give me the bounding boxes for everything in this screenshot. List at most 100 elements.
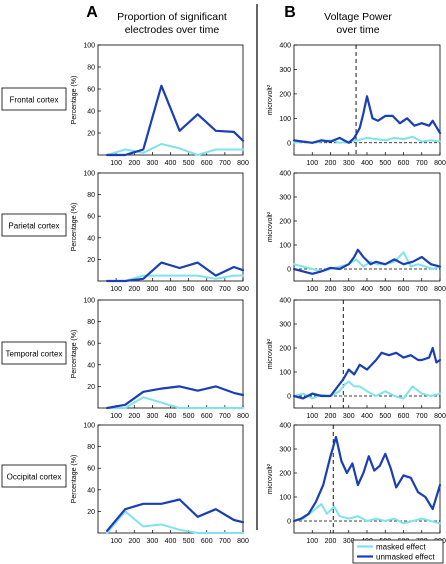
y-tick-label: 0	[287, 267, 291, 274]
x-tick-label: 100	[306, 160, 318, 167]
x-tick-label: 100	[306, 538, 318, 545]
x-tick-label: 800	[237, 286, 249, 293]
y-tick-label: 20	[87, 257, 95, 264]
x-tick-label: 200	[128, 538, 140, 545]
region-label-frontal: Frontal cortex	[1, 87, 67, 111]
panel-b-title-line-2: over time	[336, 24, 379, 36]
series-line-masked	[293, 503, 441, 525]
y-tick-label: 80	[87, 319, 95, 326]
series-line-masked	[106, 143, 244, 156]
y-tick-label: 0	[287, 519, 291, 526]
panel-b-title-line-1: Voltage Power	[324, 11, 392, 23]
x-tick-label: 700	[416, 160, 428, 167]
y-tick-label: 0	[287, 140, 291, 147]
x-tick-label: 600	[398, 413, 410, 420]
y-tick-label: 100	[83, 423, 95, 430]
x-tick-label: 800	[237, 160, 249, 167]
x-tick-label: 300	[343, 413, 355, 420]
legend: masked effect unmasked effect	[352, 539, 444, 564]
x-tick-label: 700	[219, 286, 231, 293]
y-axis-label: Percentage (%)	[71, 455, 78, 504]
x-tick-label: 200	[128, 286, 140, 293]
y-tick-label: 60	[87, 214, 95, 221]
x-tick-label: 300	[147, 160, 159, 167]
x-tick-label: 600	[398, 286, 410, 293]
chart-parietal-cortex-panel-b: 100 200 300 400 500 600 700 800 0 100 200 300 400 mic…	[267, 171, 446, 294]
y-tick-label: 300	[279, 195, 291, 202]
chart-frontal-cortex-panel-a: 100 200 300 400 500 600 700 800 20 40 60 80 100 Perce…	[71, 43, 249, 168]
x-tick-label: 500	[379, 160, 391, 167]
x-tick-label: 400	[361, 160, 373, 167]
x-tick-label: 300	[147, 286, 159, 293]
y-tick-label: 0	[287, 394, 291, 401]
x-tick-label: 500	[183, 160, 195, 167]
x-tick-label: 700	[219, 413, 231, 420]
region-label-temporal-text: Temporal cortex	[6, 350, 63, 359]
x-tick-label: 400	[165, 413, 177, 420]
x-tick-label: 200	[128, 413, 140, 420]
series-line-unmasked	[105, 261, 245, 283]
x-tick-label: 400	[361, 413, 373, 420]
series-line-unmasked	[292, 346, 442, 400]
y-axis-label: microvolt²	[267, 338, 274, 369]
y-axis-label: Percentage (%)	[71, 76, 78, 125]
y-tick-label: 300	[279, 67, 291, 74]
y-tick-label: 200	[279, 346, 291, 353]
x-tick-label: 200	[325, 160, 337, 167]
y-tick-label: 80	[87, 444, 95, 451]
y-tick-label: 40	[87, 109, 95, 116]
x-tick-label: 200	[128, 160, 140, 167]
y-tick-label: 20	[87, 509, 95, 516]
y-tick-label: 300	[279, 447, 291, 454]
x-tick-label: 400	[165, 538, 177, 545]
series-line-masked	[293, 380, 441, 400]
panel-a-letter: A	[86, 4, 98, 21]
chart-parietal-cortex-panel-a: 100 200 300 400 500 600 700 800 20 40 60 80 100 Perce…	[71, 171, 249, 294]
x-tick-label: 500	[379, 286, 391, 293]
y-tick-label: 80	[87, 192, 95, 199]
x-tick-label: 600	[398, 160, 410, 167]
region-label-occipital: Occipital cortex	[1, 464, 67, 488]
series-line-unmasked	[292, 248, 442, 275]
chart-temporal-cortex-panel-b: 100 200 300 400 500 600 700 800 0 100 200 300 400 mic…	[267, 298, 446, 421]
x-tick-label: 500	[183, 538, 195, 545]
x-tick-label: 600	[201, 538, 213, 545]
region-label-frontal-text: Frontal cortex	[10, 96, 59, 105]
x-tick-label: 100	[110, 538, 122, 545]
series-line-masked	[106, 510, 244, 534]
series-line-unmasked	[105, 84, 245, 157]
region-label-occipital-text: Occipital cortex	[7, 473, 62, 482]
x-tick-label: 700	[416, 286, 428, 293]
x-tick-label: 300	[343, 160, 355, 167]
y-tick-label: 40	[87, 235, 95, 242]
x-tick-label: 600	[201, 160, 213, 167]
x-tick-label: 200	[325, 286, 337, 293]
plot-frame	[97, 44, 244, 156]
y-tick-label: 100	[279, 495, 291, 502]
x-tick-label: 100	[110, 413, 122, 420]
legend-unmasked-label: unmasked effect	[376, 553, 435, 562]
legend-masked-label: masked effect	[376, 543, 426, 552]
y-tick-label: 100	[83, 43, 95, 50]
x-tick-label: 700	[219, 538, 231, 545]
y-axis-label: microvolt²	[267, 211, 274, 242]
x-tick-label: 100	[306, 413, 318, 420]
y-tick-label: 400	[279, 298, 291, 305]
chart-temporal-cortex-panel-a: 100 200 300 400 500 600 700 800 20 40 60 80 100 Perce…	[71, 298, 249, 421]
x-tick-label: 400	[165, 160, 177, 167]
region-label-parietal-text: Parietal cortex	[8, 222, 59, 231]
y-tick-label: 100	[279, 116, 291, 123]
x-tick-label: 500	[183, 286, 195, 293]
chart-occipital-cortex-panel-b: 1002003004005006007008000100200300400mic…	[267, 423, 446, 546]
y-tick-label: 60	[87, 87, 95, 94]
panel-a-title-line-1: Proportion of significant	[117, 11, 227, 23]
y-axis-label: microvolt²	[267, 463, 274, 494]
y-tick-label: 400	[279, 423, 291, 430]
y-tick-label: 20	[87, 131, 95, 138]
region-label-parietal: Parietal cortex	[1, 213, 67, 237]
y-tick-label: 100	[279, 243, 291, 250]
x-tick-label: 100	[306, 286, 318, 293]
x-tick-label: 300	[147, 538, 159, 545]
x-tick-label: 200	[325, 413, 337, 420]
x-tick-label: 400	[361, 286, 373, 293]
